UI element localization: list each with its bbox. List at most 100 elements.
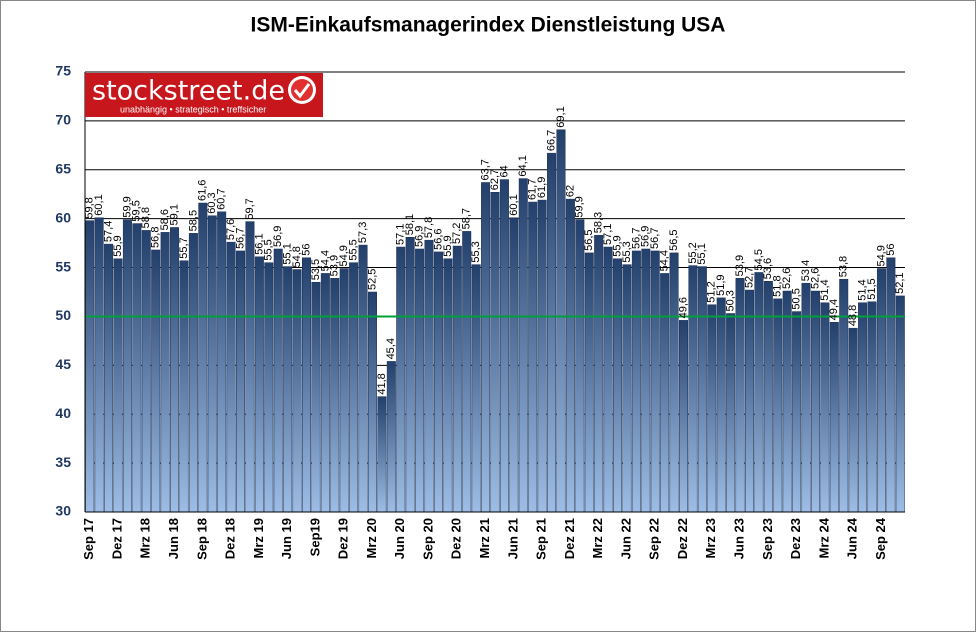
value-label: 58,6 bbox=[159, 209, 171, 230]
value-label: 56,6 bbox=[432, 228, 444, 249]
bar bbox=[85, 220, 95, 513]
bar bbox=[895, 295, 905, 513]
value-label: 51,4 bbox=[819, 279, 831, 300]
bar bbox=[283, 266, 293, 513]
value-label: 48,8 bbox=[847, 305, 859, 326]
value-label: 51,8 bbox=[772, 275, 784, 296]
y-tick-label: 65 bbox=[55, 160, 71, 176]
bar bbox=[207, 215, 217, 513]
value-label: 54,4 bbox=[659, 250, 671, 271]
value-label: 60,1 bbox=[508, 194, 520, 215]
value-label: 57,1 bbox=[395, 224, 407, 245]
bar bbox=[537, 199, 547, 513]
bar bbox=[773, 298, 783, 513]
bar bbox=[867, 301, 877, 513]
value-label: 55,9 bbox=[442, 235, 454, 256]
x-tick-label: Jun 20 bbox=[392, 518, 407, 559]
bar bbox=[236, 250, 246, 513]
bar bbox=[104, 243, 114, 513]
x-tick-label: Jun 21 bbox=[505, 518, 520, 559]
value-label: 59,1 bbox=[168, 204, 180, 225]
bar bbox=[575, 219, 585, 513]
bar bbox=[443, 258, 453, 513]
value-label: 61,7 bbox=[527, 179, 539, 200]
value-label: 61,6 bbox=[197, 180, 209, 201]
value-label: 64 bbox=[498, 165, 510, 177]
value-label: 57,1 bbox=[602, 224, 614, 245]
y-tick-label: 60 bbox=[55, 209, 71, 225]
bar bbox=[631, 250, 641, 513]
bar bbox=[415, 248, 425, 513]
value-label: 54,4 bbox=[319, 250, 331, 271]
bar bbox=[754, 272, 764, 513]
bar bbox=[622, 264, 632, 513]
x-tick-label: Sep 21 bbox=[534, 518, 549, 560]
bar bbox=[820, 302, 830, 513]
bar bbox=[433, 251, 443, 513]
value-label: 55,9 bbox=[611, 235, 623, 256]
bar bbox=[188, 233, 198, 513]
bar bbox=[744, 289, 754, 513]
value-label: 53,8 bbox=[838, 256, 850, 277]
bar bbox=[669, 252, 679, 513]
y-tick-label: 45 bbox=[55, 356, 71, 372]
y-tick-label: 55 bbox=[55, 258, 71, 274]
value-label: 57,4 bbox=[102, 221, 114, 242]
value-label: 55,5 bbox=[263, 239, 275, 260]
bar bbox=[688, 265, 698, 513]
bar bbox=[528, 201, 538, 513]
value-label: 45,4 bbox=[385, 338, 397, 359]
x-tick-label: Jun 18 bbox=[166, 518, 181, 559]
bar bbox=[367, 291, 377, 513]
logo: stockstreet.de unabhängig • strategisch … bbox=[85, 73, 323, 117]
value-label: 55,3 bbox=[470, 241, 482, 262]
value-label: 53,4 bbox=[800, 260, 812, 281]
bar bbox=[565, 198, 575, 513]
bar bbox=[302, 257, 311, 513]
bar bbox=[679, 320, 688, 513]
value-label: 57,6 bbox=[225, 219, 237, 240]
value-label: 56,7 bbox=[649, 228, 661, 249]
x-tick-label: Mrz 23 bbox=[703, 518, 718, 558]
bar bbox=[424, 239, 434, 513]
y-tick-label: 40 bbox=[55, 405, 71, 421]
value-label: 57,2 bbox=[451, 223, 463, 244]
x-tick-label: Jun 24 bbox=[845, 517, 860, 559]
value-label: 51,2 bbox=[706, 281, 718, 302]
value-label: 56,9 bbox=[640, 226, 652, 247]
value-label: 53,9 bbox=[329, 255, 341, 276]
bar bbox=[273, 248, 283, 513]
bar bbox=[405, 236, 415, 513]
x-tick-label: Dez 19 bbox=[336, 518, 351, 559]
value-label: 58,3 bbox=[593, 212, 605, 233]
bar bbox=[160, 232, 170, 513]
bar bbox=[735, 278, 745, 513]
x-tick-label: Dez 18 bbox=[223, 518, 238, 559]
bar bbox=[151, 249, 161, 513]
value-label: 56,1 bbox=[253, 233, 265, 254]
value-label: 55,1 bbox=[282, 243, 294, 264]
bar bbox=[94, 217, 104, 513]
logo-box bbox=[85, 73, 323, 117]
value-label: 51,4 bbox=[856, 279, 868, 300]
y-tick-label: 50 bbox=[55, 307, 71, 323]
value-label: 59,5 bbox=[131, 200, 143, 221]
logo-tagline: unabhängig • strategisch • treffsicher bbox=[120, 104, 266, 114]
bar bbox=[179, 260, 189, 513]
x-tick-label: Sep 20 bbox=[420, 518, 435, 560]
x-tick-label: Sep19 bbox=[307, 518, 322, 556]
value-label: 58,8 bbox=[140, 207, 152, 228]
bar bbox=[829, 322, 839, 513]
bar bbox=[292, 269, 302, 513]
bar bbox=[198, 202, 208, 513]
value-label: 60,7 bbox=[216, 188, 228, 209]
value-label: 59,9 bbox=[574, 196, 586, 217]
bar bbox=[707, 304, 717, 513]
value-label: 59,7 bbox=[244, 198, 256, 219]
bar bbox=[132, 223, 142, 513]
value-label: 66,7 bbox=[545, 130, 557, 151]
bar bbox=[226, 241, 236, 513]
value-label: 52,1 bbox=[894, 272, 906, 293]
value-label: 56,9 bbox=[414, 226, 426, 247]
bar bbox=[113, 258, 123, 513]
